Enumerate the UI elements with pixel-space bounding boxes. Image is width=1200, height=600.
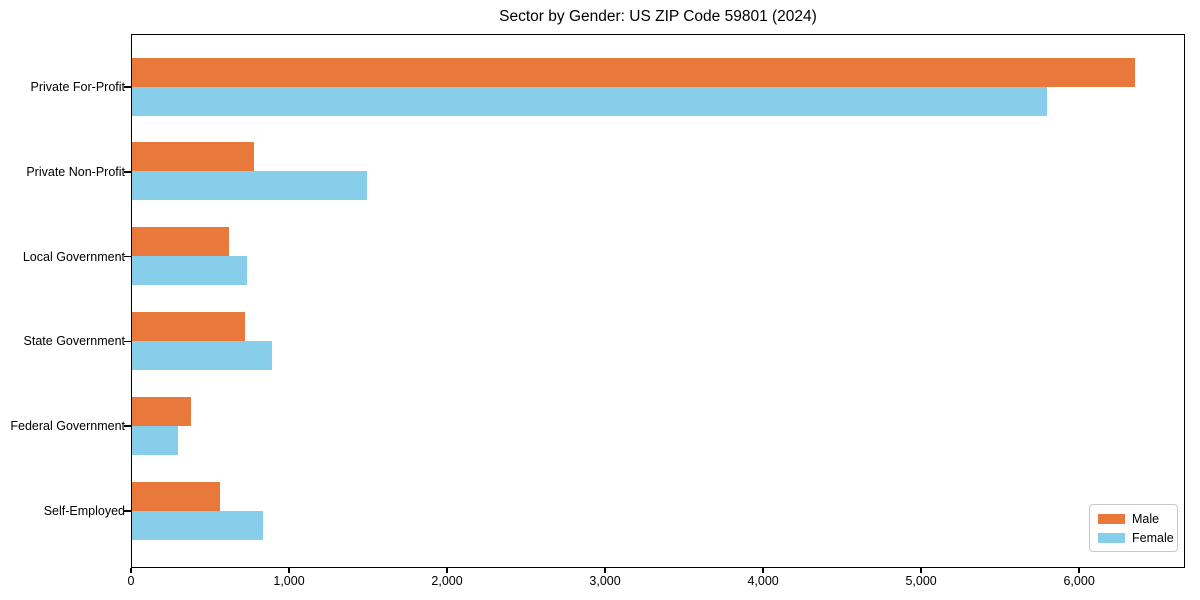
y-axis-label-private-for-profit: Private For-Profit bbox=[30, 80, 125, 94]
y-tick-mark bbox=[124, 425, 131, 427]
plot-area bbox=[131, 34, 1185, 568]
x-tick-label: 3,000 bbox=[589, 574, 621, 588]
y-axis-label-private-non-profit: Private Non-Profit bbox=[26, 164, 125, 179]
bar-male-state-government bbox=[132, 311, 245, 341]
bar-male-private-non-profit bbox=[132, 142, 254, 172]
x-tick-mark bbox=[130, 568, 132, 573]
y-axis-label-federal-government: Federal Government bbox=[10, 419, 125, 434]
bar-female-private-for-profit bbox=[132, 86, 1047, 116]
y-axis-label-self-employed: Self-Employed bbox=[43, 504, 125, 518]
bar-female-private-non-profit bbox=[132, 171, 368, 201]
x-tick-label: 4,000 bbox=[747, 574, 779, 588]
bar-female-federal-government bbox=[132, 425, 178, 455]
x-tick-mark bbox=[288, 568, 290, 573]
legend-swatch-male-icon bbox=[1098, 513, 1125, 524]
x-tick-mark bbox=[920, 568, 922, 573]
chart-title: Sector by Gender: US ZIP Code 59801 (202… bbox=[499, 8, 817, 25]
legend-item-male: Male bbox=[1098, 512, 1169, 526]
y-tick-mark bbox=[124, 255, 131, 258]
bar-male-private-for-profit bbox=[132, 57, 1136, 87]
bar-female-self-employed bbox=[132, 510, 264, 540]
legend-label-male: Male bbox=[1132, 511, 1160, 526]
legend-label-female: Female bbox=[1132, 530, 1174, 545]
bar-female-local-government bbox=[132, 256, 248, 286]
y-tick-mark bbox=[124, 86, 131, 88]
y-axis-label-local-government: Local Government bbox=[22, 249, 125, 264]
x-tick-label: 2,000 bbox=[431, 574, 463, 588]
y-tick-mark bbox=[124, 171, 131, 173]
legend: Male Female bbox=[1089, 504, 1178, 552]
legend-swatch-female-icon bbox=[1098, 532, 1125, 543]
bar-male-local-government bbox=[132, 227, 230, 257]
x-tick-label: 6,000 bbox=[1063, 574, 1095, 588]
x-tick-mark bbox=[604, 568, 606, 573]
bar-male-self-employed bbox=[132, 481, 220, 511]
y-tick-mark bbox=[124, 340, 131, 343]
x-tick-mark bbox=[1078, 568, 1080, 573]
x-tick-label: 0 bbox=[127, 574, 135, 588]
x-tick-mark bbox=[762, 568, 764, 573]
y-tick-mark bbox=[124, 510, 131, 512]
y-axis-label-state-government: State Government bbox=[23, 334, 125, 349]
x-tick-mark bbox=[446, 568, 448, 573]
legend-item-female: Female bbox=[1098, 531, 1174, 545]
x-tick-label: 1,000 bbox=[273, 574, 305, 588]
bar-male-federal-government bbox=[132, 396, 192, 426]
bar-female-state-government bbox=[132, 340, 272, 370]
x-tick-label: 5,000 bbox=[905, 574, 937, 588]
